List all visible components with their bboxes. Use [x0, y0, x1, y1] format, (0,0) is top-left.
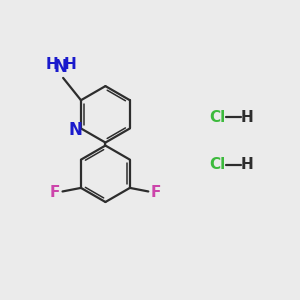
- Text: H: H: [240, 158, 253, 172]
- Text: F: F: [50, 185, 60, 200]
- Text: N: N: [69, 121, 82, 139]
- Text: Cl: Cl: [209, 158, 226, 172]
- Text: H: H: [240, 110, 253, 125]
- Text: N: N: [54, 58, 68, 76]
- Text: H: H: [46, 57, 58, 72]
- Text: F: F: [151, 185, 161, 200]
- Text: Cl: Cl: [209, 110, 226, 125]
- Text: H: H: [63, 57, 76, 72]
